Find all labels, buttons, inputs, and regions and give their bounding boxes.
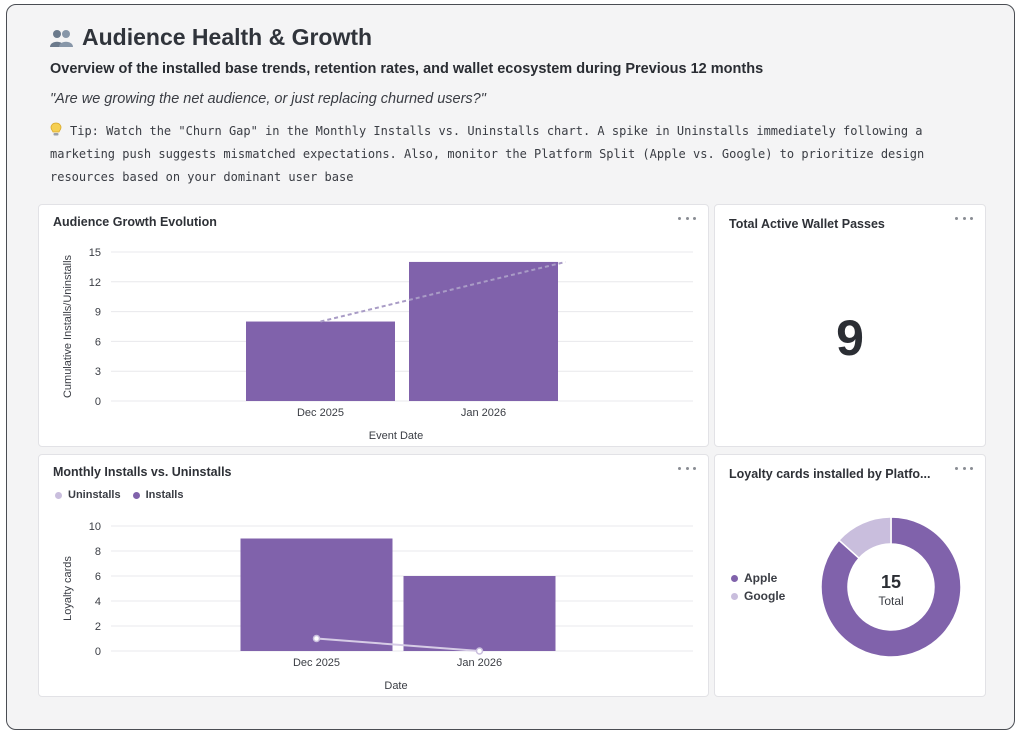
platform-donut-chart: 15 Total	[820, 516, 962, 658]
bar	[240, 538, 393, 651]
y-tick-label: 4	[95, 596, 101, 608]
page-subtitle: Overview of the installed base trends, r…	[50, 61, 764, 77]
legend-swatch	[55, 491, 62, 499]
card-title: Monthly Installs vs. Uninstalls	[53, 465, 232, 479]
legend-swatch	[132, 491, 140, 499]
card-title: Loyalty cards installed by Platfo...	[729, 467, 931, 481]
tip-text: Tip: Watch the "Churn Gap" in the Monthl…	[50, 120, 980, 189]
donut-center-value: 15	[881, 572, 901, 592]
legend-item-apple[interactable]: Apple	[731, 571, 785, 585]
chart-legend: Uninstalls Installs	[55, 489, 183, 501]
uninstalls-point	[475, 647, 484, 655]
more-icon[interactable]	[678, 461, 696, 475]
x-axis-label: Event Date	[369, 430, 423, 442]
y-tick-label: 3	[95, 366, 101, 378]
x-tick-label: Jan 2026	[461, 407, 506, 419]
chart-legend: Apple Google	[731, 571, 785, 603]
card-monthly-installs: Monthly Installs vs. Uninstalls Uninstal…	[38, 454, 709, 697]
donut-center-label: Total	[878, 594, 903, 608]
y-tick-label: 9	[95, 307, 101, 319]
uninstalls-point	[312, 634, 321, 643]
card-title: Total Active Wallet Passes	[729, 217, 885, 231]
y-tick-label: 8	[95, 546, 101, 558]
card-audience-growth: Audience Growth Evolution 15 12 9 6 3 0 Dec 20…	[38, 204, 709, 447]
bar	[246, 321, 395, 401]
legend-item-installs[interactable]: Installs	[132, 489, 184, 501]
monthly-chart: 10 8 6 4 2 0 Dec 2025 Jan 2026 Date Loyalty cards	[62, 521, 693, 692]
legend-swatch	[731, 574, 738, 582]
wallet-passes-value: 9	[836, 310, 864, 366]
card-platform-split: Loyalty cards installed by Platfo... App…	[714, 454, 986, 697]
legend-item-google[interactable]: Google	[731, 589, 785, 603]
x-tick-label: Jan 2026	[457, 657, 502, 669]
y-tick-label: 10	[89, 521, 101, 533]
more-icon[interactable]	[955, 461, 973, 475]
donut-slice-apple	[820, 516, 962, 658]
x-axis-label: Date	[384, 680, 407, 692]
y-tick-label: 0	[95, 396, 101, 408]
uninstalls-line	[316, 637, 480, 652]
card-wallet-passes: Total Active Wallet Passes 9	[714, 204, 986, 447]
legend-label: Uninstalls	[68, 489, 121, 501]
y-tick-label: 6	[95, 336, 101, 348]
key-question: "Are we growing the net audience, or jus…	[50, 91, 486, 107]
tip-body: Tip: Watch the "Churn Gap" in the Monthl…	[50, 124, 925, 184]
people-icon	[50, 26, 74, 48]
y-tick-label: 0	[95, 646, 101, 658]
more-icon[interactable]	[678, 211, 696, 225]
bar	[409, 261, 558, 401]
legend-swatch	[731, 592, 738, 600]
trend-line	[320, 260, 566, 323]
y-axis-label: Loyalty cards	[62, 556, 74, 621]
y-tick-label: 15	[89, 247, 101, 259]
lightbulb-icon	[50, 122, 66, 136]
dashboard-frame: Audience Health & Growth Overview of the…	[6, 4, 1015, 730]
x-tick-label: Dec 2025	[297, 407, 344, 419]
growth-chart: 15 12 9 6 3 0 Dec 2025 Jan 2026 Event Date Cumula…	[62, 247, 693, 442]
y-tick-label: 2	[95, 621, 101, 633]
page-title: Audience Health & Growth	[50, 19, 372, 55]
legend-label: Google	[744, 589, 786, 603]
y-tick-label: 6	[95, 571, 101, 583]
legend-label: Installs	[145, 489, 184, 501]
more-icon[interactable]	[955, 211, 973, 225]
y-tick-label: 12	[89, 277, 101, 289]
x-tick-label: Dec 2025	[293, 657, 340, 669]
card-title: Audience Growth Evolution	[53, 215, 217, 229]
page-title-text: Audience Health & Growth	[82, 23, 373, 50]
y-axis-label: Cumulative Installs/Uninstalls	[62, 254, 74, 398]
bar	[403, 576, 556, 651]
legend-label: Apple	[744, 571, 778, 585]
donut-slice-google	[837, 516, 892, 560]
legend-item-uninstalls[interactable]: Uninstalls	[55, 489, 121, 501]
